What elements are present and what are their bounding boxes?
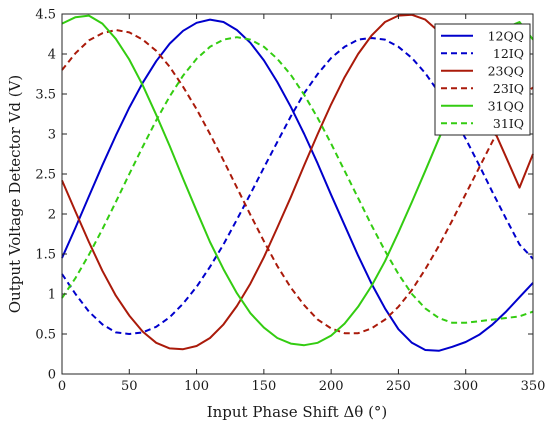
y-tick-label: 1 [48, 288, 56, 303]
series-line-12qq [61, 18, 534, 352]
x-tick-label: 300 [453, 379, 478, 394]
series-line-23iq [61, 29, 534, 335]
y-tick-label: 2.5 [35, 168, 56, 183]
x-axis-title: Input Phase Shift Δθ (°) [207, 403, 388, 421]
y-tick-label: 4 [48, 48, 56, 63]
x-tick-label: 0 [58, 379, 66, 394]
y-tick-label: 3.5 [35, 88, 56, 103]
legend-label-31qq: 31QQ [488, 98, 524, 113]
series-line-31iq [61, 36, 534, 324]
ticks-layer: 0 50 100 150 200 250 300 350 0 0.5 1 1.5 2 2.5 3 3.5 4 4.… [35, 8, 545, 395]
legend-label-23iq: 23IQ [493, 81, 524, 96]
plot-frame [61, 13, 534, 375]
x-tick-label: 250 [386, 379, 411, 394]
y-tick-label: 2 [48, 208, 56, 223]
x-tick-label: 350 [521, 379, 546, 394]
y-tick-label: 0 [48, 368, 56, 383]
legend-box [434, 23, 531, 136]
x-tick-label: 100 [184, 379, 209, 394]
legend-label-31iq: 31IQ [493, 116, 524, 131]
legend-label-23qq: 23QQ [488, 63, 524, 78]
legend-label-12qq: 12QQ [488, 28, 524, 43]
y-axis-title: Output Voltage Detector Vd (V) [6, 75, 24, 314]
y-tick-label: 1.5 [35, 248, 56, 263]
legend-label-12iq: 12IQ [493, 46, 524, 61]
legend: 12QQ 12IQ 23QQ 23IQ 31QQ 31IQ [434, 23, 531, 136]
x-tick-label: 50 [121, 379, 138, 394]
x-tick-label: 200 [319, 379, 344, 394]
y-tick-label: 4.5 [35, 8, 56, 23]
x-tick-label: 150 [251, 379, 276, 394]
y-tick-label: 3 [48, 128, 56, 143]
y-tick-label: 0.5 [35, 328, 56, 343]
